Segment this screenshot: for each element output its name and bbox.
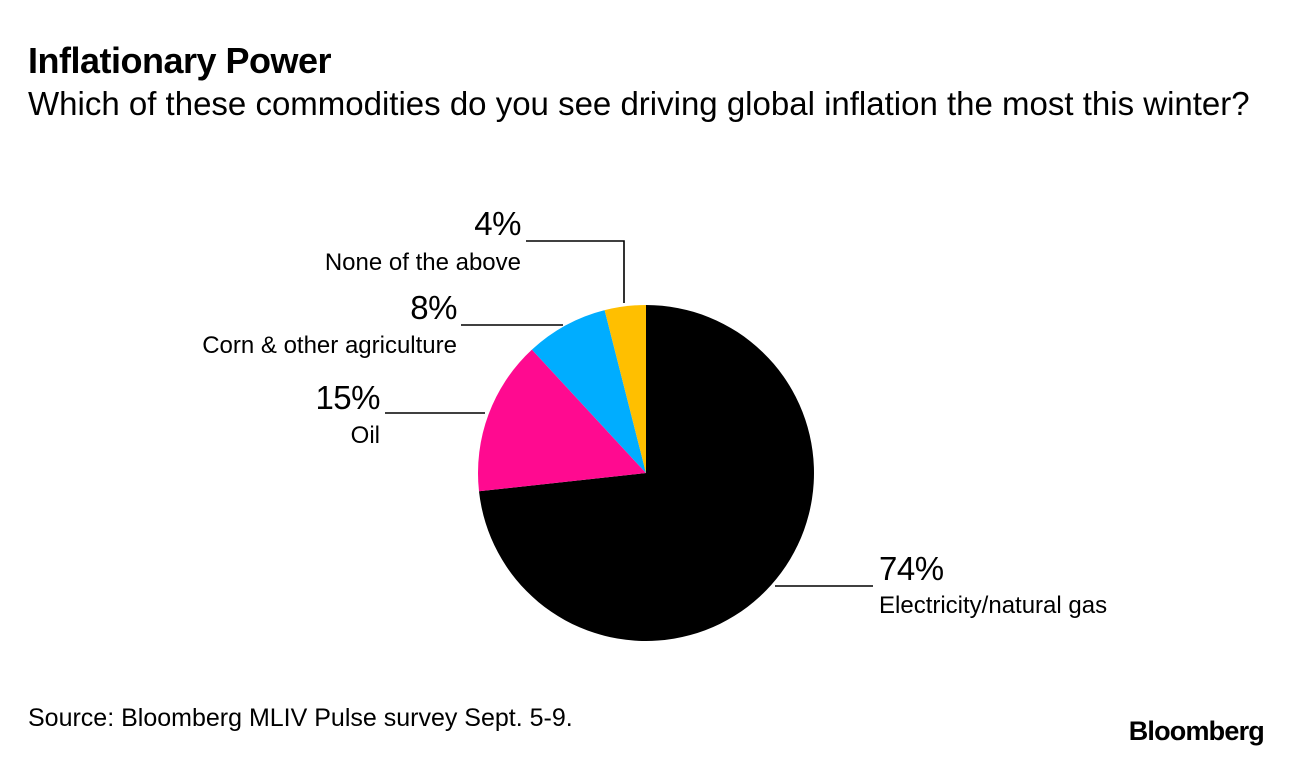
chart-subtitle: Which of these commodities do you see dr… bbox=[28, 85, 1250, 122]
pct-label-oil: 15% bbox=[315, 379, 380, 416]
slice-label-electricity-natural-gas: Electricity/natural gas bbox=[879, 592, 1107, 619]
slice-label-oil: Oil bbox=[351, 422, 380, 449]
pct-label-electricity-natural-gas: 74% bbox=[879, 550, 944, 587]
pct-label-none-of-the-above: 4% bbox=[474, 205, 521, 242]
pie-slice-none-of-the-above bbox=[604, 305, 646, 473]
source-note: Source: Bloomberg MLIV Pulse survey Sept… bbox=[28, 704, 573, 732]
chart-title: Inflationary Power bbox=[28, 40, 332, 81]
slice-label-none-of-the-above: None of the above bbox=[325, 249, 521, 276]
pie-slice-electricity-natural-gas bbox=[478, 305, 814, 641]
bloomberg-logo: Bloomberg bbox=[1128, 716, 1265, 746]
leader-line-none-of-the-above bbox=[526, 240, 625, 303]
pct-label-corn-other-agriculture: 8% bbox=[410, 289, 457, 326]
pie-slice-corn-other-agriculture bbox=[531, 310, 646, 473]
pie-slice-oil bbox=[477, 349, 646, 492]
slice-label-corn-other-agriculture: Corn & other agriculture bbox=[202, 332, 457, 359]
